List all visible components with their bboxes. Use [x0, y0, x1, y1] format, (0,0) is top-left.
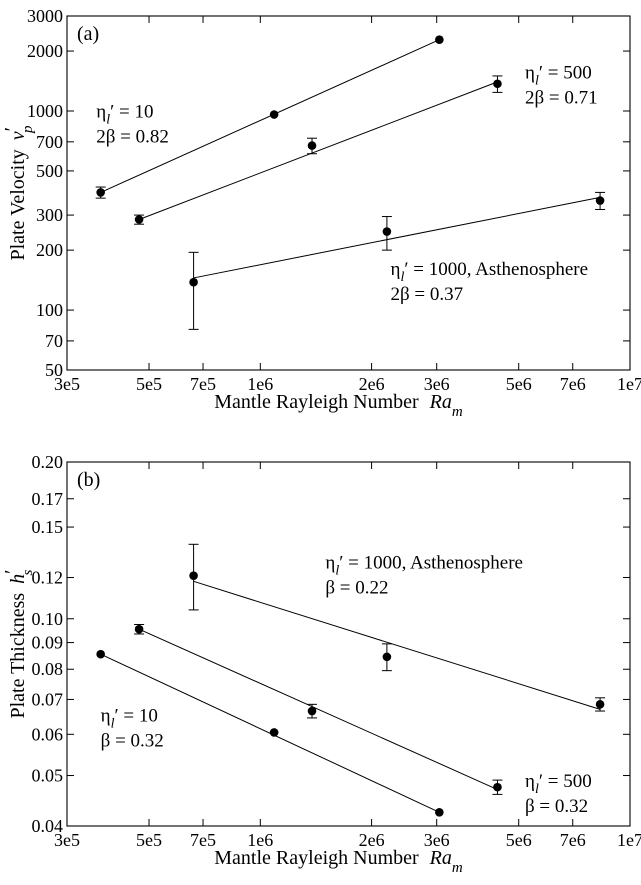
- y-axis-label: Plate Velocity v′p: [1, 125, 36, 261]
- data-point: [189, 277, 198, 287]
- data-point: [435, 35, 444, 45]
- y-tick-label: 700: [36, 132, 63, 152]
- annotation-line2: 2β = 0.71: [525, 87, 598, 108]
- annotation-line2: 2β = 0.37: [391, 284, 464, 305]
- y-tick-label: 300: [36, 205, 63, 225]
- y-tick-label: 0.09: [32, 633, 64, 653]
- y-tick-label: 0.12: [32, 568, 64, 588]
- y-axis-label: Plate Thickness h′s: [1, 569, 36, 718]
- fit-line: [193, 196, 601, 279]
- y-tick-label: 200: [36, 240, 63, 260]
- plot-frame: [66, 15, 631, 371]
- x-tick-label: 7e5: [190, 830, 216, 850]
- data-point: [435, 807, 444, 817]
- x-tick-label: 2e6: [359, 830, 385, 850]
- annotation-line1: ηl′ = 1000, Asthenosphere: [391, 259, 589, 285]
- data-point: [595, 196, 605, 205]
- y-tick-label: 0.15: [32, 517, 64, 537]
- chart-panel-b: 3e5 5e5 7e5 1e6 2e6 3e6 5e6 7e6 1e7 0.04 0.05 0.06 0…: [1, 452, 641, 876]
- y-tick-label: 3000: [27, 6, 63, 26]
- y-tick-label: 0.06: [32, 724, 64, 744]
- data-point: [382, 652, 392, 662]
- annotation-line1: ηl′ = 500: [525, 771, 592, 797]
- data-point: [189, 571, 198, 580]
- data-point: [134, 215, 144, 224]
- y-tick-label: 50: [45, 360, 63, 380]
- y-tick-label: 0.04: [32, 816, 64, 836]
- annotation-line2: β = 0.32: [101, 730, 164, 751]
- data-point: [269, 728, 279, 737]
- x-tick-label: 7e5: [190, 374, 216, 394]
- annotation-line2: β = 0.22: [325, 577, 388, 598]
- data-point: [134, 624, 144, 634]
- panel-label: (b): [77, 469, 100, 491]
- y-tick-label: 0.20: [32, 452, 64, 472]
- x-tick-label: 5e6: [506, 374, 532, 394]
- annotation-line1: ηl′ = 10: [96, 101, 153, 127]
- x-tick-label: 1e6: [247, 830, 273, 850]
- annotation-line1: ηl′ = 500: [525, 62, 592, 88]
- data-point: [307, 706, 317, 716]
- annotation-line2: 2β = 0.82: [96, 126, 169, 147]
- panel-label: (a): [77, 23, 99, 45]
- data-point: [269, 110, 279, 119]
- fit-line: [138, 81, 498, 220]
- y-tick-label: 70: [45, 331, 63, 351]
- data-point: [493, 782, 502, 792]
- y-tick-label: 0.08: [32, 659, 64, 679]
- fit-line: [100, 39, 440, 193]
- y-tick-label: 1000: [27, 101, 63, 121]
- x-tick-label: 3e6: [424, 830, 450, 850]
- x-tick-label: 7e6: [560, 374, 586, 394]
- x-tick-label: 3e5: [54, 374, 80, 394]
- x-axis-label: Mantle Rayleigh Number Ram: [214, 391, 463, 420]
- y-tick-label: 0.05: [32, 766, 64, 786]
- annotation-line2: β = 0.32: [525, 796, 588, 817]
- x-tick-label: 3e6: [424, 374, 450, 394]
- x-tick-label: 7e6: [560, 830, 586, 850]
- plot-frame: [66, 461, 631, 827]
- x-tick-label: 1e6: [247, 374, 273, 394]
- x-tick-label: 1e7: [617, 830, 641, 850]
- fit-line: [193, 580, 601, 710]
- data-point: [382, 227, 392, 236]
- x-tick-label: 5e5: [136, 374, 162, 394]
- x-tick-label: 3e5: [54, 830, 80, 850]
- x-axis-label: Mantle Rayleigh Number Ram: [214, 847, 463, 876]
- y-tick-label: 500: [36, 161, 63, 181]
- data-point: [493, 79, 502, 89]
- fit-line: [138, 628, 498, 790]
- data-point: [96, 188, 105, 197]
- x-tick-label: 5e6: [506, 830, 532, 850]
- data-point: [307, 141, 317, 150]
- annotation-line1: ηl′ = 1000, Asthenosphere: [325, 552, 523, 578]
- x-tick-label: 2e6: [359, 374, 385, 394]
- x-tick-label: 5e5: [136, 830, 162, 850]
- data-point: [96, 649, 105, 659]
- data-point: [595, 700, 605, 709]
- chart-panel-a: 3e5 5e5 7e5 1e6 2e6 3e6 5e6 7e6 1e7 50 70 100 200 300…: [1, 6, 641, 420]
- y-tick-label: 100: [36, 300, 63, 320]
- y-tick-label: 0.10: [32, 609, 64, 629]
- y-tick-label: 0.07: [32, 689, 64, 709]
- x-tick-label: 1e7: [617, 374, 641, 394]
- annotation-line1: ηl′ = 10: [101, 705, 158, 731]
- y-tick-label: 0.17: [32, 489, 64, 509]
- y-tick-label: 2000: [27, 41, 63, 61]
